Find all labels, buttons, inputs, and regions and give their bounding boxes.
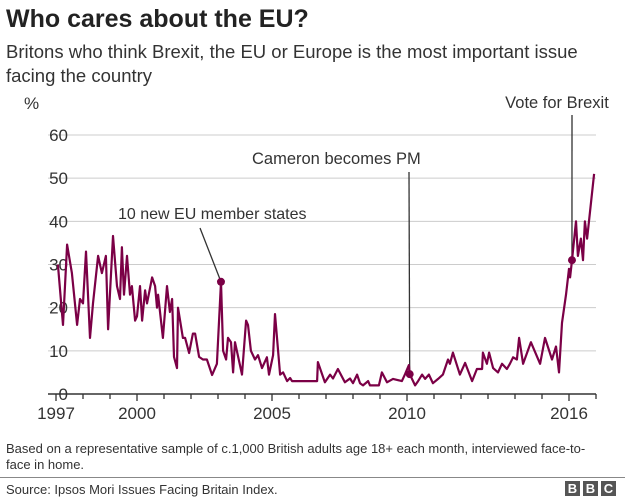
logo-letter: B <box>565 481 580 496</box>
annotation-label: Vote for Brexit <box>505 94 609 112</box>
y-tick-label: 60 <box>49 126 68 145</box>
x-tick-label: 2010 <box>388 404 426 423</box>
chart-title: Who cares about the EU? <box>6 5 309 33</box>
annotation-leader-line <box>199 227 222 283</box>
annotation-label: 10 new EU member states <box>118 206 307 223</box>
y-axis-label: % <box>24 94 39 113</box>
series-line <box>56 173 596 387</box>
annotation-leader-line <box>408 171 411 375</box>
x-tick-label: 1997 <box>37 404 75 423</box>
divider <box>0 477 625 478</box>
annotation-marker <box>405 370 414 379</box>
y-tick-label: 50 <box>49 169 68 188</box>
y-tick-label: 40 <box>49 212 68 231</box>
annotation-label: Cameron becomes PM <box>252 150 421 168</box>
logo-letter: B <box>583 481 598 496</box>
y-tick-label: 10 <box>49 342 68 361</box>
footnote: Based on a representative sample of c.1,… <box>6 441 586 472</box>
bbc-logo: B B C <box>565 481 616 496</box>
chart-subtitle: Britons who think Brexit, the EU or Euro… <box>6 41 578 86</box>
x-tick-label: 2000 <box>118 404 156 423</box>
logo-letter: C <box>601 481 616 496</box>
x-tick-label: 2016 <box>550 404 588 423</box>
annotation-marker <box>567 256 576 265</box>
x-tick-label: 2005 <box>253 404 291 423</box>
source-text: Source: Ipsos Mori Issues Facing Britain… <box>6 482 278 497</box>
annotation-marker <box>216 277 225 286</box>
